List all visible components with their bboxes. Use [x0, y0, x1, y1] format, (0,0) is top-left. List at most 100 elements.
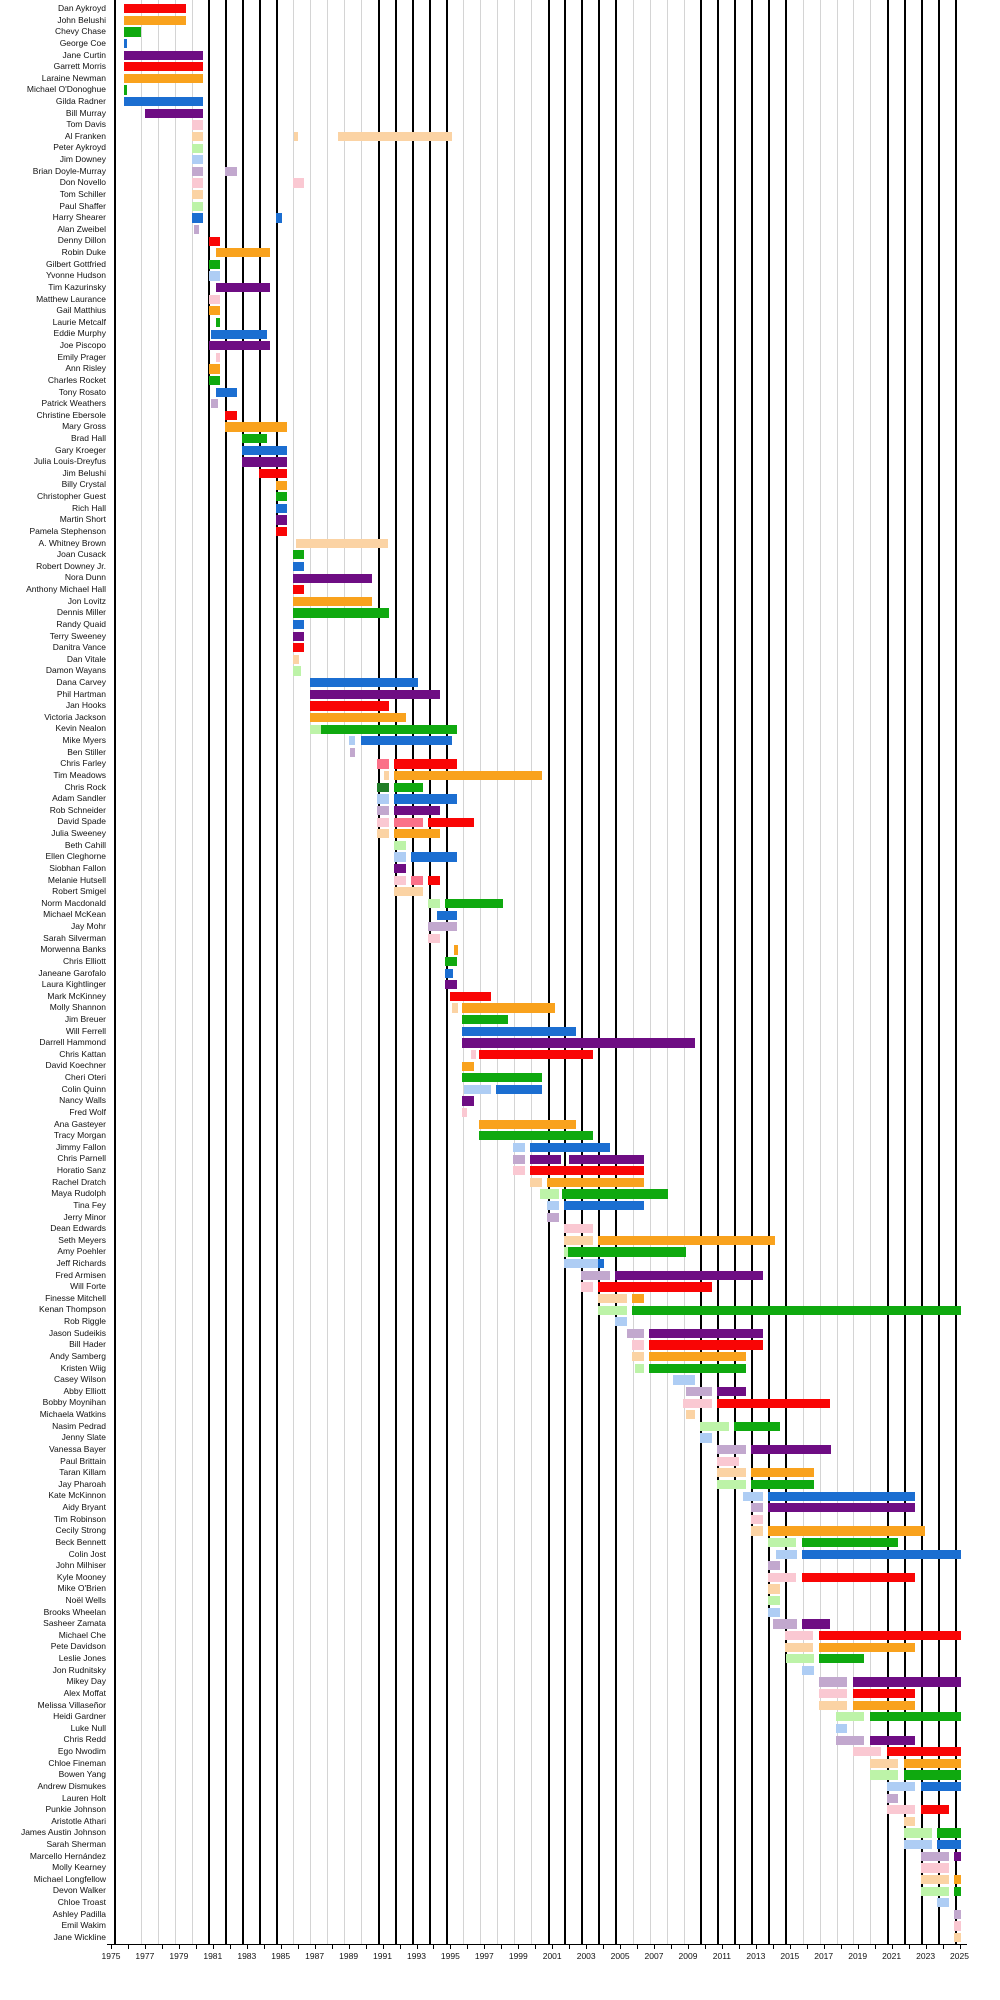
tenure-bar-segment	[920, 1863, 950, 1873]
season-gridline-major	[903, 0, 906, 1944]
cast-member-label: Rich Hall	[71, 502, 106, 513]
cast-member-label: Bowen Yang	[58, 1769, 106, 1780]
x-axis-tick	[518, 1945, 520, 1950]
x-axis-tick	[280, 1945, 282, 1950]
x-axis-tick	[535, 1945, 537, 1950]
tenure-bar-segment	[743, 1491, 763, 1501]
season-gridline-major	[615, 0, 618, 1944]
tenure-bar-segment	[920, 1886, 950, 1896]
tenure-bar-segment	[598, 1293, 627, 1304]
cast-member-label: Ashley Padilla	[52, 1908, 106, 1919]
tenure-bar-segment	[224, 166, 237, 177]
cast-member-label: Alex Moffat	[63, 1687, 106, 1698]
tenure-bar-segment	[801, 1549, 962, 1559]
x-axis-tick-label: 2009	[678, 1950, 698, 1961]
tenure-bar-segment	[920, 1851, 950, 1861]
season-gridline-major	[768, 0, 771, 1944]
cast-member-label: Colin Quinn	[61, 1083, 106, 1094]
cast-member-label: Peter Aykroyd	[53, 142, 106, 153]
cast-member-label: Patrick Weathers	[41, 398, 106, 409]
tenure-bar-segment	[903, 1770, 962, 1780]
season-gridline-major	[785, 0, 788, 1944]
tenure-bar-segment	[462, 1015, 509, 1025]
tenure-bar-segment	[394, 759, 458, 769]
tenure-bar-segment	[530, 1166, 644, 1176]
tenure-bar-segment	[275, 492, 288, 502]
cast-member-label: Will Ferrell	[65, 1025, 106, 1036]
tenure-bar-segment	[598, 1235, 775, 1246]
tenure-bar-segment	[294, 131, 299, 142]
tenure-bar-segment	[954, 1851, 962, 1861]
tenure-bar-segment	[394, 829, 441, 839]
cast-member-label: Kyle Mooney	[56, 1571, 106, 1582]
cast-member-label: Phil Hartman	[56, 688, 106, 699]
tenure-bar-segment	[123, 73, 203, 84]
cast-member-label: Chris Redd	[63, 1734, 106, 1745]
tenure-bar-segment	[767, 1503, 916, 1513]
tenure-bar-segment	[479, 1049, 593, 1060]
cast-member-label: Nancy Walls	[59, 1095, 106, 1106]
tenure-bar-segment	[293, 654, 300, 665]
cast-member-label: Paul Brittain	[60, 1455, 106, 1466]
tenure-bar-segment	[615, 1317, 627, 1327]
cast-member-label: Matthew Laurance	[36, 293, 106, 304]
x-axis-tick	[942, 1945, 944, 1950]
tenure-bar-segment	[445, 980, 458, 990]
tenure-bar-segment	[954, 1909, 962, 1920]
cast-member-label: Aristotle Athari	[51, 1815, 106, 1826]
tenure-bar-segment	[869, 1770, 899, 1780]
season-gridline-major	[564, 0, 567, 1944]
tenure-bar-segment	[530, 1177, 543, 1187]
cast-member-label: Dan Vitale	[66, 653, 106, 664]
season-gridline-major	[242, 0, 244, 1944]
tenure-bar-segment	[564, 1224, 593, 1234]
cast-member-label: Jerry Minor	[63, 1211, 106, 1222]
tenure-bar-segment	[462, 1096, 475, 1106]
x-axis-tick	[738, 1945, 740, 1950]
tenure-bar-segment	[598, 1259, 604, 1269]
tenure-bar-segment	[241, 457, 288, 467]
tenure-bar-segment	[581, 1282, 593, 1292]
cast-member-label: Mark McKinney	[47, 990, 106, 1001]
tenure-bar-segment	[191, 190, 204, 200]
tenure-bar-segment	[530, 1142, 610, 1153]
tenure-bar-segment	[835, 1723, 848, 1734]
tenure-bar-segment	[377, 759, 390, 769]
cast-member-label: Gary Kroeger	[54, 444, 106, 455]
season-gridline	[531, 0, 532, 1944]
season-gridline-major	[954, 0, 957, 1944]
tenure-bar-segment	[672, 1375, 695, 1385]
tenure-bar-segment	[452, 1003, 458, 1013]
x-axis-tick-label: 1991	[373, 1950, 392, 1961]
tenure-bar-segment	[394, 840, 407, 850]
tenure-bar-segment	[394, 794, 458, 804]
tenure-bar-segment	[648, 1363, 746, 1373]
cast-member-label: Tony Rosato	[58, 386, 106, 397]
cast-member-label: Pamela Stephenson	[29, 525, 106, 536]
cast-member-label: Emil Wakim	[61, 1920, 106, 1931]
tenure-bar-segment	[479, 1131, 593, 1141]
cast-member-label: Casey Wilson	[54, 1374, 106, 1385]
x-axis-tick	[620, 1945, 622, 1950]
x-axis-tick	[874, 1945, 876, 1950]
season-gridline-major	[377, 0, 380, 1944]
cast-member-label: Lauren Holt	[62, 1792, 106, 1803]
season-gridline-major	[547, 0, 550, 1944]
tenure-bar-segment	[191, 166, 204, 177]
x-axis-tick	[450, 1945, 452, 1950]
tenure-bar-segment	[258, 468, 288, 479]
cast-member-label: Beck Bennett	[55, 1536, 106, 1547]
x-axis-tick	[772, 1945, 774, 1950]
tenure-bar-segment	[321, 724, 458, 734]
x-axis-tick	[128, 1945, 129, 1950]
x-axis-tick	[552, 1945, 554, 1950]
cast-member-label: Michael McKean	[43, 909, 106, 920]
cast-member-label: Robert Smigel	[52, 886, 106, 897]
x-axis-tick	[840, 1945, 842, 1950]
season-gridline-major	[937, 0, 940, 1944]
cast-member-label: Mike Myers	[62, 735, 106, 746]
cast-member-label: David Spade	[57, 816, 106, 827]
cast-member-label: Danitra Vance	[52, 642, 106, 653]
cast-member-label: Aidy Bryant	[62, 1502, 106, 1512]
tenure-bar-segment	[716, 1398, 831, 1408]
